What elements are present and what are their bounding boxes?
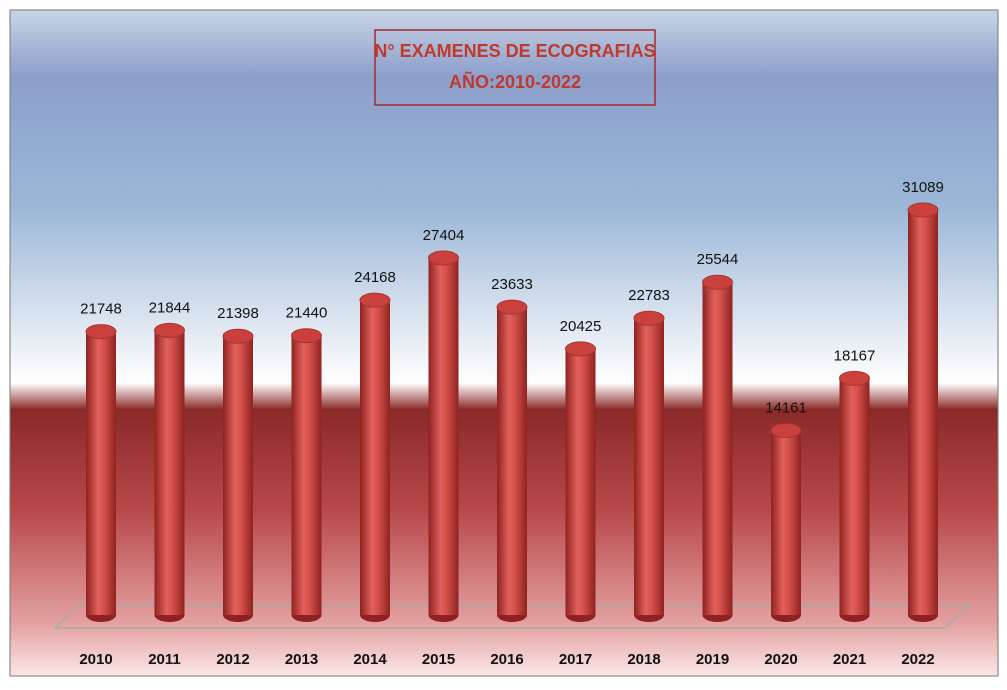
bar	[771, 430, 801, 615]
x-tick-label: 2016	[490, 651, 523, 668]
bar	[154, 330, 185, 615]
bar	[839, 378, 870, 615]
x-tick-label: 2014	[353, 651, 387, 668]
bar-top	[770, 423, 802, 439]
value-label: 21844	[149, 299, 191, 316]
bar	[634, 318, 664, 615]
bar	[428, 258, 459, 615]
bar	[908, 210, 938, 615]
value-label: 24168	[354, 269, 396, 286]
bar	[565, 348, 596, 615]
x-tick-label: 2020	[764, 651, 797, 668]
chart-subtitle: AÑO:2010-2022	[449, 71, 581, 92]
bar-top	[907, 202, 939, 218]
bar	[360, 300, 390, 615]
bar-top	[85, 324, 117, 340]
bar-top	[839, 370, 870, 386]
x-tick-label: 2019	[696, 651, 729, 668]
value-label: 31089	[902, 179, 944, 196]
value-label: 23633	[491, 276, 533, 293]
bar	[702, 282, 733, 615]
floor	[53, 604, 972, 629]
bar-top	[496, 299, 528, 315]
value-label: 27404	[423, 227, 465, 244]
bar-top	[222, 328, 254, 344]
value-label: 21748	[80, 301, 122, 318]
x-tick-label: 2017	[559, 651, 592, 668]
bar-top	[633, 310, 665, 326]
x-tick-label: 2013	[285, 651, 318, 668]
bar	[291, 335, 322, 615]
x-tick-label: 2015	[422, 651, 455, 668]
bar-top	[154, 322, 185, 338]
x-tick-label: 2011	[148, 651, 181, 668]
bar	[497, 307, 527, 615]
x-tick-label: 2022	[901, 651, 934, 668]
value-label: 14161	[765, 399, 807, 416]
bar-top	[291, 328, 322, 344]
value-label: 20425	[560, 318, 602, 335]
title-box	[374, 29, 656, 106]
x-tick-label: 2018	[627, 651, 660, 668]
bar	[223, 336, 253, 615]
chart-title: N° EXAMENES DE ECOGRAFIAS	[374, 41, 655, 61]
x-tick-label: 2010	[79, 651, 112, 668]
x-tick-label: 2012	[216, 651, 249, 668]
value-label: 21440	[286, 305, 328, 322]
bar-top	[702, 274, 733, 290]
value-label: 25544	[697, 251, 739, 268]
x-tick-label: 2021	[833, 651, 866, 668]
value-label: 22783	[628, 287, 670, 304]
bar-top	[428, 250, 459, 266]
value-label: 18167	[834, 347, 876, 364]
bar	[86, 331, 116, 615]
bar-top	[565, 341, 596, 357]
value-label: 21398	[217, 305, 259, 322]
bar-top	[359, 292, 391, 308]
